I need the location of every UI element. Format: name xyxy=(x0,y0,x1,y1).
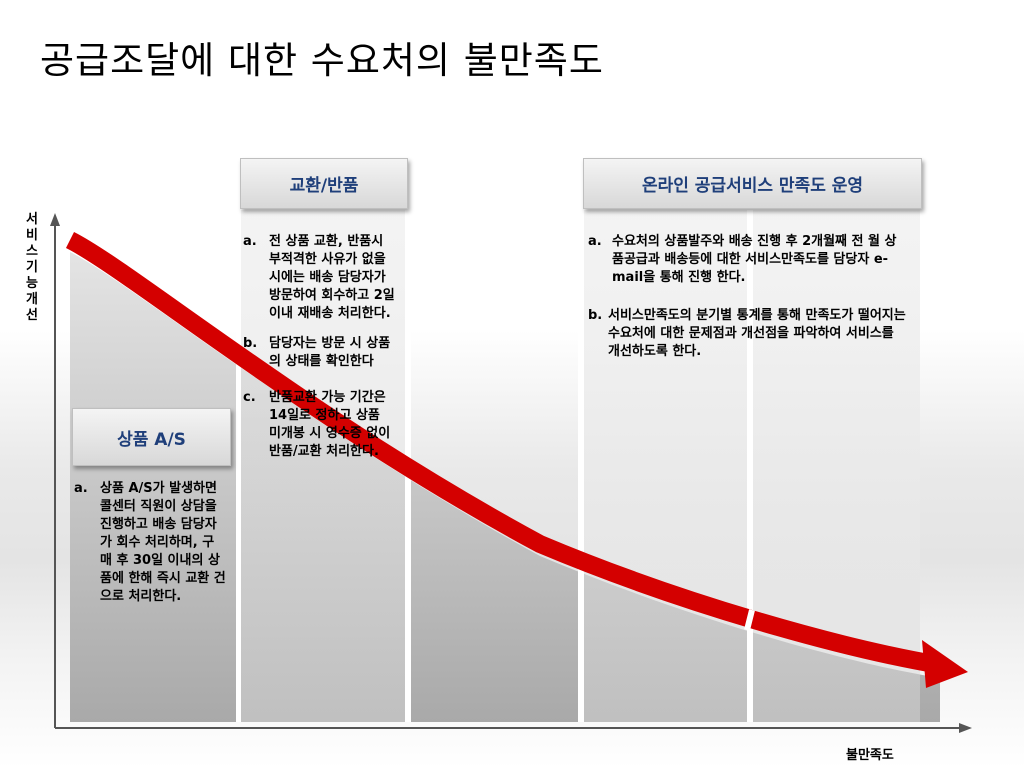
x-axis-label: 불만족도 xyxy=(846,748,894,763)
list-item: a. 전 상품 교환, 반품시 부적격한 사유가 없을 시에는 배송 담당자가 … xyxy=(243,233,395,323)
trend-arrowhead xyxy=(922,640,968,688)
list-text: 수요처의 상품발주와 배송 진행 후 2개월째 전 월 상품공급과 배송등에 대… xyxy=(612,234,897,285)
column-divider xyxy=(236,210,241,722)
list-item: b. 서비스만족도의 분기별 통계를 통해 만족도가 떨어지는 수요처에 대한 … xyxy=(588,307,908,361)
section-body-product-as: a. 상품 A/S가 발생하면 콜센터 직원이 상담을 진행하고 배송 담당자가… xyxy=(74,480,226,606)
list-marker: b. xyxy=(243,336,258,351)
y-axis-arrowhead xyxy=(50,213,60,226)
section-header-online-satisfaction: 온라인 공급서비스 만족도 운영 xyxy=(583,158,922,209)
column-divider xyxy=(578,210,584,722)
list-text: 상품 A/S가 발생하면 콜센터 직원이 상담을 진행하고 배송 담당자가 회수… xyxy=(100,481,226,604)
list-item: b. 담당자는 방문 시 상품의 상태를 확인한다 xyxy=(243,335,395,371)
list-text: 담당자는 방문 시 상품의 상태를 확인한다 xyxy=(269,336,391,369)
section-body-online-satisfaction: a. 수요처의 상품발주와 배송 진행 후 2개월째 전 월 상품공급과 배송등… xyxy=(588,233,908,361)
x-axis-arrowhead xyxy=(959,723,972,733)
list-item: c. 반품교환 가능 기간은 14일로 정하고 상품 미개봉 시 영수증 없이 … xyxy=(243,389,395,461)
section-header-exchange-return: 교환/반품 xyxy=(240,158,408,209)
column-divider xyxy=(747,210,753,722)
list-marker: b. xyxy=(588,308,603,323)
page-title: 공급조달에 대한 수요처의 불만족도 xyxy=(40,39,604,82)
list-item: a. 상품 A/S가 발생하면 콜센터 직원이 상담을 진행하고 배송 담당자가… xyxy=(74,480,226,606)
y-axis-label: 서비스기능 개선 xyxy=(26,212,38,323)
list-marker: a. xyxy=(74,481,88,496)
list-marker: c. xyxy=(243,390,256,405)
list-text: 반품교환 가능 기간은 14일로 정하고 상품 미개봉 시 영수증 없이 반품/… xyxy=(269,390,391,459)
list-text: 서비스만족도의 분기별 통계를 통해 만족도가 떨어지는 수요처에 대한 문제점… xyxy=(608,308,906,359)
section-header-product-as: 상품 A/S xyxy=(72,408,231,466)
list-text: 전 상품 교환, 반품시 부적격한 사유가 없을 시에는 배송 담당자가 방문하… xyxy=(269,234,395,321)
list-marker: a. xyxy=(243,234,257,249)
section-body-exchange-return: a. 전 상품 교환, 반품시 부적격한 사유가 없을 시에는 배송 담당자가 … xyxy=(243,233,395,461)
list-item: a. 수요처의 상품발주와 배송 진행 후 2개월째 전 월 상품공급과 배송등… xyxy=(588,233,908,287)
trend-curve-arrow xyxy=(65,231,942,674)
list-marker: a. xyxy=(588,234,602,249)
